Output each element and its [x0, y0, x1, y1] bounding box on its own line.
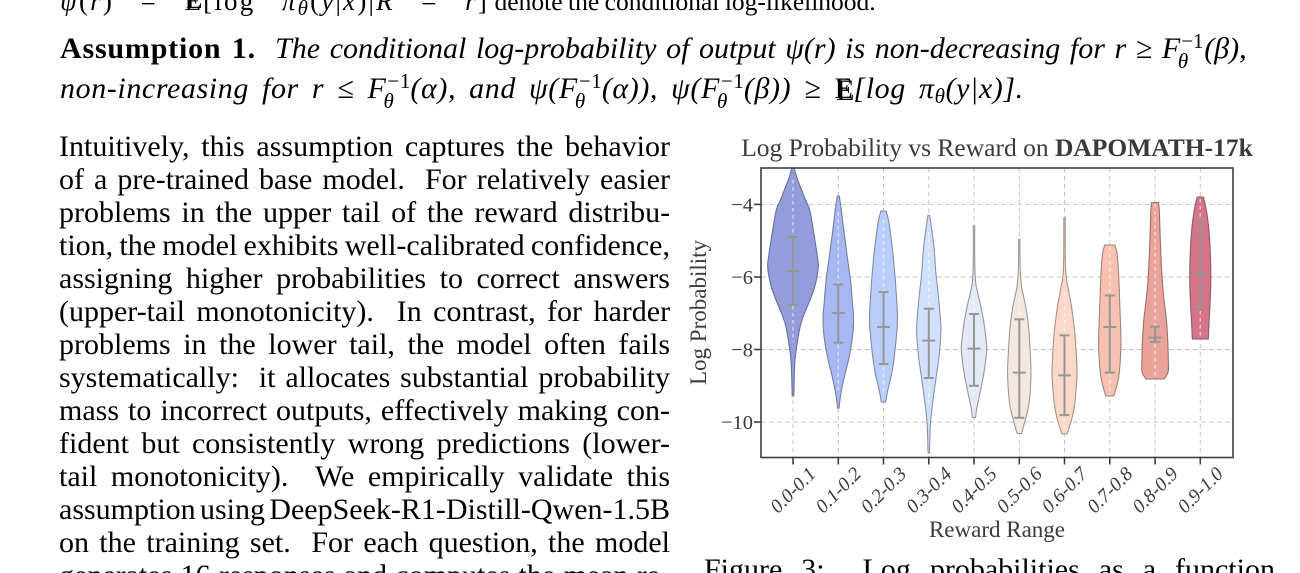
svg-text:0.3-0.4: 0.3-0.4 [902, 464, 956, 518]
svg-text:0.7-0.8: 0.7-0.8 [1083, 464, 1137, 518]
svg-text:0.5-0.6: 0.5-0.6 [993, 464, 1047, 518]
svg-text:0.9-1.0: 0.9-1.0 [1174, 464, 1228, 518]
svg-text:−8: −8 [731, 340, 753, 362]
svg-text:Reward Range: Reward Range [929, 517, 1065, 542]
svg-text:−6: −6 [731, 267, 753, 289]
svg-text:0.6-0.7: 0.6-0.7 [1038, 463, 1093, 518]
svg-text:0.0-0.1: 0.0-0.1 [767, 464, 821, 518]
svg-text:0.2-0.3: 0.2-0.3 [857, 464, 911, 518]
svg-text:−10: −10 [721, 412, 753, 434]
svg-text:0.1-0.2: 0.1-0.2 [812, 464, 866, 518]
svg-text:−4: −4 [731, 194, 753, 216]
svg-text:Log Probability: Log Probability [686, 239, 711, 385]
svg-text:0.8-0.9: 0.8-0.9 [1129, 464, 1183, 518]
svg-text:0.4-0.5: 0.4-0.5 [948, 464, 1002, 518]
svg-text:Log Probability vs Reward on D: Log Probability vs Reward on DAPOMATH-17… [741, 133, 1253, 162]
